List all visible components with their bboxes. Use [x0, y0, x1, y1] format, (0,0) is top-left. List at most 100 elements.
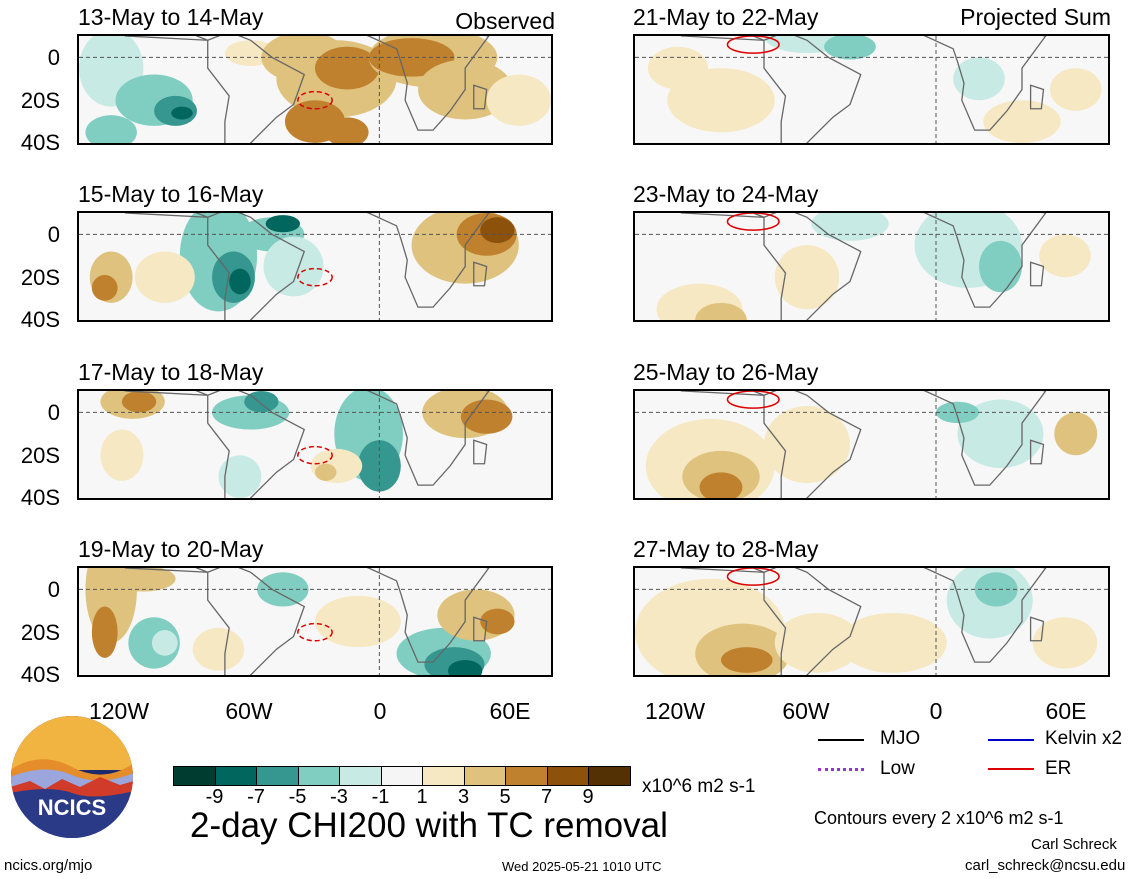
anomaly-shading	[1039, 234, 1091, 278]
anomaly-shading	[100, 429, 144, 481]
coastline	[473, 261, 488, 287]
y-tick-label: 40S	[20, 485, 60, 510]
anomaly-shading	[357, 440, 401, 492]
anomaly-shading	[953, 57, 1005, 101]
er-contour	[726, 391, 780, 409]
map-panel-2	[77, 211, 553, 322]
er-contour	[726, 36, 780, 54]
coastline	[1029, 616, 1045, 642]
coastline	[1029, 261, 1045, 287]
colorbar-tick-label: -1	[371, 786, 390, 808]
anomaly-shading	[218, 455, 262, 498]
colorbar-tick-label: -3	[330, 786, 348, 808]
legend-swatch-er	[988, 768, 1034, 770]
map-panel-6	[633, 211, 1110, 322]
legend-label-low: Low	[880, 758, 915, 779]
coastline	[366, 568, 490, 663]
coastline	[763, 36, 862, 143]
anomaly-shading	[192, 627, 245, 671]
anomaly-shading	[721, 647, 773, 673]
colorbar-tick-label: 5	[499, 786, 511, 808]
coastline	[923, 213, 1047, 308]
coastline	[1029, 439, 1045, 465]
anomaly-shading	[229, 268, 251, 295]
panel-title-8: 27-May to 28-May	[633, 536, 819, 562]
column-label-observed: Observed	[455, 8, 555, 34]
anomaly-shading	[699, 472, 743, 498]
colorbar-swatch	[173, 766, 216, 786]
er-contour	[297, 445, 333, 465]
coastline	[207, 568, 306, 675]
colorbar-tick-label: 1	[416, 786, 428, 808]
x-tick-label: 60E	[489, 698, 531, 724]
legend-swatch-low	[818, 768, 864, 771]
anomaly-shading	[448, 660, 483, 675]
anomaly-shading	[480, 217, 515, 243]
colorbar-tick-label: 3	[457, 786, 470, 808]
anomaly-shading	[486, 74, 551, 126]
anomaly-shading	[647, 46, 709, 90]
coastline	[923, 36, 1047, 131]
er-contour	[726, 213, 780, 231]
coastline	[366, 391, 490, 486]
x-tick-label: 0	[929, 698, 943, 724]
legend-label-er: ER	[1045, 758, 1072, 779]
x-tick-label: 120W	[644, 698, 706, 724]
coastline	[680, 391, 765, 396]
anomaly-shading	[85, 115, 137, 143]
anomaly-shading	[315, 463, 337, 481]
er-contour	[297, 267, 333, 287]
colorbar-swatch	[214, 766, 257, 786]
y-tick-label: 0	[47, 45, 60, 70]
anomaly-shading	[774, 245, 840, 310]
legend-label-kelvin: Kelvin x2	[1045, 728, 1123, 749]
colorbar-tick-label: 9	[582, 786, 594, 808]
x-tick-label: 120W	[88, 698, 150, 724]
contour-note: Contours every 2 x10^6 m2 s-1	[814, 808, 1064, 828]
coastline	[1029, 84, 1045, 110]
anomaly-shading	[957, 399, 1044, 469]
author-email: carl_schreck@ncsu.edu	[965, 857, 1126, 874]
anomaly-shading	[1049, 68, 1102, 111]
y-tick-label: 20S	[20, 88, 60, 113]
legend-swatch-kelvin	[988, 739, 1034, 741]
colorbar-tick-label: -7	[247, 786, 265, 808]
anomaly-shading	[811, 213, 889, 241]
column-label-projected: Projected Sum	[960, 4, 1111, 30]
y-tick-label: 0	[47, 400, 60, 425]
anomaly-shading	[983, 100, 1061, 143]
anomaly-shading	[91, 275, 118, 301]
panel-title-7: 25-May to 26-May	[633, 359, 819, 385]
anomaly-shading	[979, 240, 1022, 293]
colorbar-swatch	[546, 766, 589, 786]
map-panel-7	[633, 389, 1110, 500]
colorbar-swatch	[422, 766, 465, 786]
y-tick-label: 20S	[20, 265, 60, 290]
panel-title-5: 21-May to 22-May	[633, 4, 819, 30]
units-label: x10^6 m2 s-1	[642, 776, 756, 797]
anomaly-shading	[1032, 617, 1098, 669]
coastline	[763, 213, 862, 320]
er-contour	[297, 622, 333, 642]
anomaly-shading	[121, 391, 157, 413]
anomaly-shading	[974, 572, 1018, 607]
panel-title-6: 23-May to 24-May	[633, 181, 819, 207]
coastline	[763, 391, 862, 498]
x-tick-label: 60W	[782, 698, 830, 724]
legend-label-mjo: MJO	[880, 728, 921, 749]
coastline	[207, 36, 306, 143]
map-panel-5	[633, 34, 1110, 145]
colorbar-tick-label: -9	[205, 786, 224, 808]
panel-title-4: 19-May to 20-May	[78, 536, 264, 562]
coastline	[207, 391, 306, 498]
coastline	[366, 36, 490, 131]
coastline	[763, 568, 862, 675]
author-name: Carl Schreck	[1031, 836, 1117, 853]
anomaly-shading	[824, 36, 876, 60]
anomaly-shading	[774, 612, 861, 673]
anomaly-shading	[460, 399, 513, 434]
colorbar-swatch	[463, 766, 506, 786]
x-tick-label: 60W	[225, 698, 273, 724]
coastline	[923, 391, 1047, 486]
anomaly-shading	[695, 302, 747, 320]
